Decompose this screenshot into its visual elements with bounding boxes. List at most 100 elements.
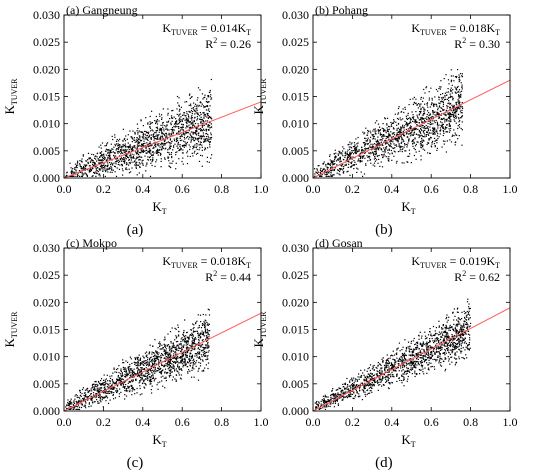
data-point <box>66 404 68 406</box>
data-point <box>456 104 458 106</box>
data-point <box>197 112 199 114</box>
data-point <box>318 173 320 176</box>
data-point <box>123 157 125 159</box>
data-point <box>407 117 409 120</box>
data-point <box>173 356 175 358</box>
data-point <box>357 150 359 152</box>
data-point <box>330 175 332 177</box>
data-point <box>123 387 126 389</box>
data-point <box>455 88 457 90</box>
data-point <box>431 102 433 104</box>
data-point <box>440 362 442 364</box>
data-point <box>93 154 95 156</box>
data-point <box>175 368 177 370</box>
data-point <box>416 121 418 123</box>
data-point <box>104 169 106 171</box>
data-point <box>399 130 401 132</box>
data-point <box>389 140 391 142</box>
data-point <box>443 113 445 115</box>
data-point <box>101 383 103 386</box>
data-point <box>188 110 190 112</box>
data-point <box>115 163 117 165</box>
data-point <box>176 361 178 363</box>
data-point <box>455 347 457 349</box>
data-point <box>183 361 186 363</box>
data-point <box>81 169 83 171</box>
data-point <box>389 134 391 136</box>
data-point <box>327 162 330 165</box>
data-point <box>105 170 107 173</box>
data-point <box>461 129 463 131</box>
data-point <box>118 382 120 384</box>
data-point <box>353 164 355 166</box>
data-point <box>166 124 168 126</box>
data-point <box>454 144 456 146</box>
data-point <box>190 105 192 107</box>
data-point <box>432 110 434 112</box>
data-point <box>137 371 139 373</box>
data-point <box>114 387 116 389</box>
data-point <box>442 105 444 107</box>
data-point <box>193 132 195 134</box>
data-point <box>182 358 184 360</box>
data-point <box>359 158 361 160</box>
data-point <box>436 111 438 113</box>
data-point <box>361 399 363 401</box>
data-point <box>408 140 410 142</box>
data-point <box>154 132 156 134</box>
data-point <box>342 169 344 171</box>
data-point <box>435 327 437 329</box>
data-point <box>207 117 209 119</box>
data-point <box>392 147 394 149</box>
data-point <box>137 358 139 361</box>
data-point <box>175 352 177 354</box>
data-point <box>203 370 205 372</box>
data-point <box>88 169 90 171</box>
data-point <box>128 367 130 369</box>
data-point <box>168 148 170 150</box>
data-point <box>199 345 201 347</box>
data-point <box>135 141 138 143</box>
data-point <box>317 165 319 167</box>
data-point <box>79 401 81 403</box>
data-point <box>167 121 169 123</box>
data-point <box>206 356 208 358</box>
data-point <box>139 387 141 390</box>
data-point <box>80 399 82 401</box>
data-point <box>140 379 142 381</box>
data-point <box>99 156 101 158</box>
data-point <box>421 124 423 126</box>
data-point <box>413 121 415 123</box>
data-point <box>418 114 420 116</box>
data-point <box>337 169 339 171</box>
data-point <box>161 353 163 355</box>
data-point <box>167 351 169 353</box>
data-point <box>98 402 100 404</box>
data-point <box>172 364 174 366</box>
y-tick-label: 0.000 <box>33 171 60 185</box>
data-point <box>178 110 180 112</box>
data-point <box>444 119 446 121</box>
data-point <box>152 159 154 161</box>
data-point <box>156 134 158 136</box>
data-point <box>446 91 448 93</box>
data-point <box>458 135 460 137</box>
data-point <box>169 166 171 168</box>
data-point <box>183 344 185 346</box>
data-point <box>180 148 182 150</box>
data-point <box>202 359 204 361</box>
data-point <box>160 152 162 154</box>
data-point <box>138 354 140 356</box>
data-point <box>205 346 207 348</box>
data-point <box>197 332 199 334</box>
data-point <box>186 348 188 350</box>
data-point <box>158 364 160 366</box>
data-point <box>181 353 183 355</box>
data-point <box>81 160 83 163</box>
data-point <box>130 376 132 378</box>
data-point <box>167 114 169 116</box>
data-point <box>405 115 407 117</box>
data-point <box>137 151 139 153</box>
data-point <box>428 120 430 122</box>
data-point <box>185 115 187 117</box>
